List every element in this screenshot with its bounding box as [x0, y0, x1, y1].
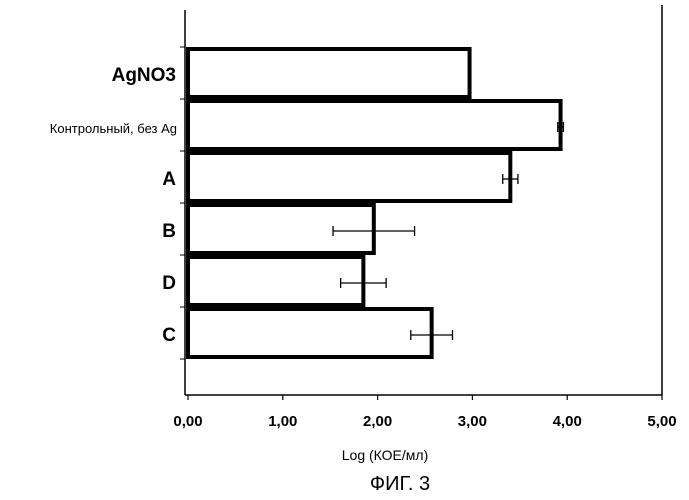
- category-label-2: Контрольный, без Ag: [50, 121, 177, 136]
- x-tick-label-6: 5,00: [647, 413, 676, 430]
- x-tick-label-3: 2,00: [363, 413, 392, 430]
- category-label-5: D: [162, 273, 176, 294]
- bar-3: [188, 153, 510, 201]
- x-tick-label-4: 3,00: [458, 413, 487, 430]
- category-label-1: AgNO3: [112, 65, 176, 86]
- bar-5: [188, 257, 363, 305]
- bars-group: [188, 49, 561, 357]
- x-tick-label-5: 4,00: [553, 413, 582, 430]
- bar-2: [188, 101, 561, 149]
- category-label-3: A: [162, 169, 176, 190]
- bar-4: [188, 205, 374, 253]
- x-tick-label-2: 1,00: [268, 413, 297, 430]
- bar-1: [188, 49, 470, 97]
- x-tick-label-1: 0,00: [173, 413, 202, 430]
- category-labels: AgNO3 Контрольный, без Ag A B D C: [50, 65, 177, 346]
- x-tick-labels: 0,00 1,00 2,00 3,00 4,00 5,00: [173, 413, 676, 430]
- category-label-4: B: [162, 221, 176, 242]
- bar-6: [188, 309, 432, 357]
- figure-caption: ФИГ. 3: [370, 473, 430, 495]
- category-label-6: C: [162, 325, 176, 346]
- x-axis-title: Log (КОЕ/мл): [342, 447, 428, 463]
